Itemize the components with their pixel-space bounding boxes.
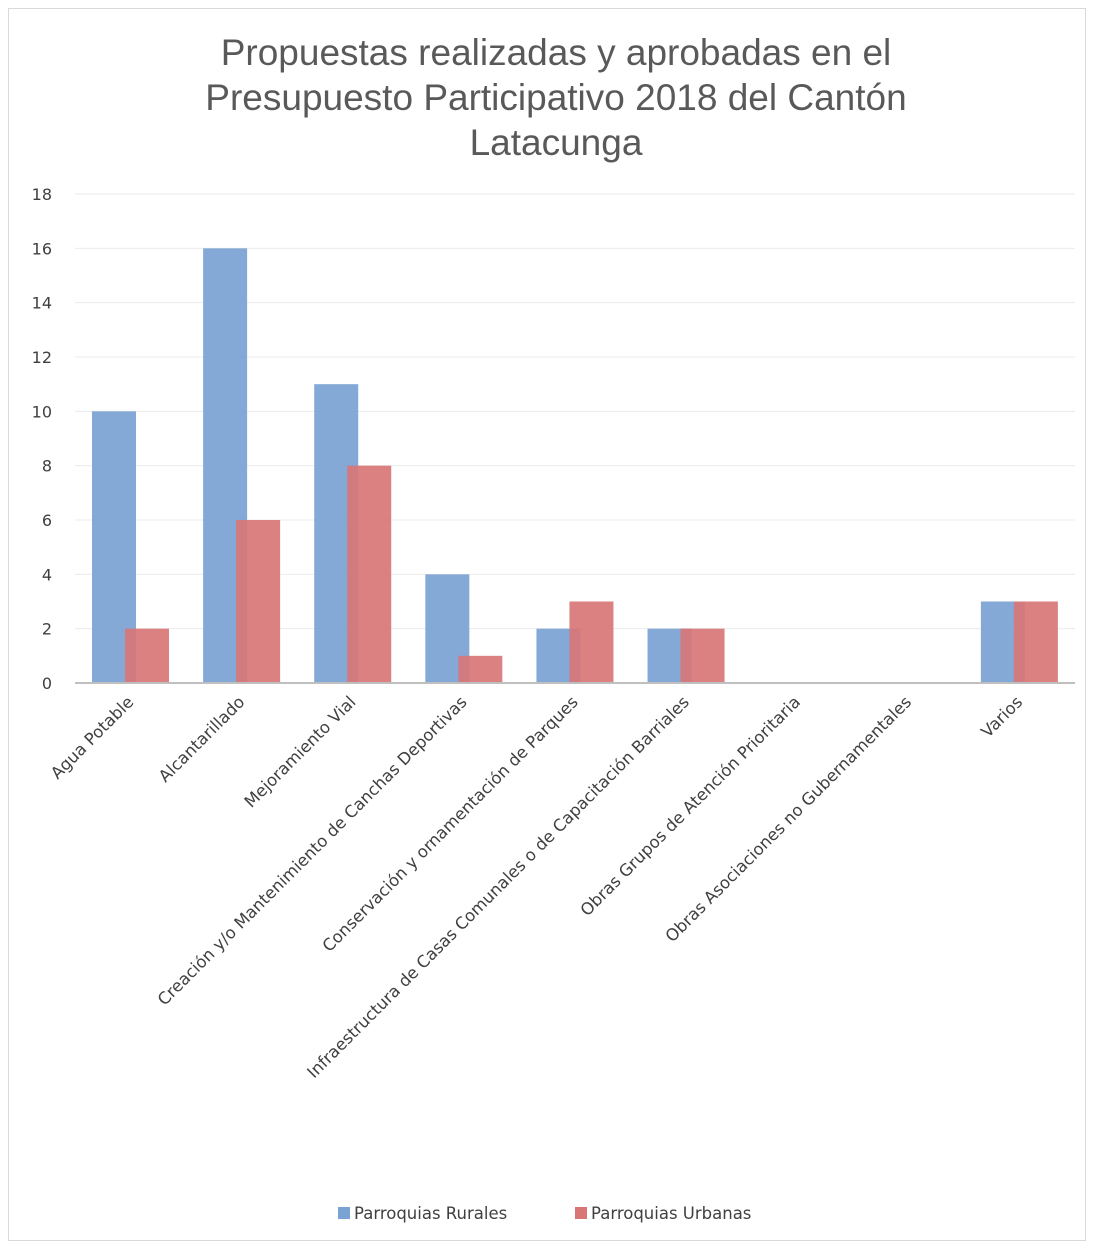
- legend-swatch-rurales: [338, 1207, 350, 1219]
- x-category-label: Obras Asociaciones no Gubernamentales: [662, 692, 915, 945]
- legend: Parroquias Rurales Parroquias Urbanas: [338, 1204, 751, 1223]
- y-tick-label: 0: [42, 674, 52, 693]
- chart-title-line-1: Propuestas realizadas y aprobadas en el: [221, 32, 892, 73]
- chart-title: Propuestas realizadas y aprobadas en el …: [205, 32, 906, 163]
- x-category-label: Varios: [977, 692, 1026, 741]
- chart-title-line-3: Latacunga: [470, 122, 643, 163]
- y-tick-label: 10: [32, 402, 52, 421]
- bar-urbanas: [125, 628, 169, 683]
- chart-frame: [8, 8, 1086, 1241]
- x-category-label: Agua Potable: [47, 692, 137, 782]
- legend-label-rurales: Parroquias Rurales: [354, 1204, 507, 1223]
- bar-urbanas: [569, 601, 614, 683]
- bar-urbanas: [236, 520, 281, 683]
- x-category-label: Conservación y ornamentación de Parques: [319, 692, 582, 955]
- y-tick-label: 6: [42, 511, 52, 530]
- legend-label-urbanas: Parroquias Urbanas: [591, 1204, 751, 1223]
- bar-urbanas: [680, 628, 725, 683]
- y-tick-label: 4: [42, 565, 52, 584]
- y-tick-label: 18: [32, 185, 52, 204]
- x-category-label: Infraestructura de Casas Comunales o de …: [303, 692, 692, 1081]
- bar-urbanas: [1013, 601, 1058, 683]
- bar-urbanas: [347, 465, 392, 683]
- bars: [92, 248, 1058, 684]
- x-category-label: Mejoramiento Vial: [241, 692, 360, 811]
- chart-title-line-2: Presupuesto Participativo 2018 del Cantó…: [205, 77, 906, 118]
- y-axis-tick-labels: 0 2 4 6 8 10 12 14 16 18: [32, 185, 52, 693]
- y-tick-label: 14: [32, 294, 52, 313]
- y-tick-label: 2: [42, 620, 52, 639]
- x-category-label: Obras Grupos de Atención Prioritaria: [577, 692, 804, 919]
- x-category-label: Alcantarillado: [155, 692, 249, 786]
- y-tick-label: 16: [32, 239, 52, 258]
- bar-urbanas: [458, 655, 503, 683]
- y-tick-label: 12: [32, 348, 52, 367]
- legend-swatch-urbanas: [575, 1207, 587, 1219]
- y-tick-label: 8: [42, 457, 52, 476]
